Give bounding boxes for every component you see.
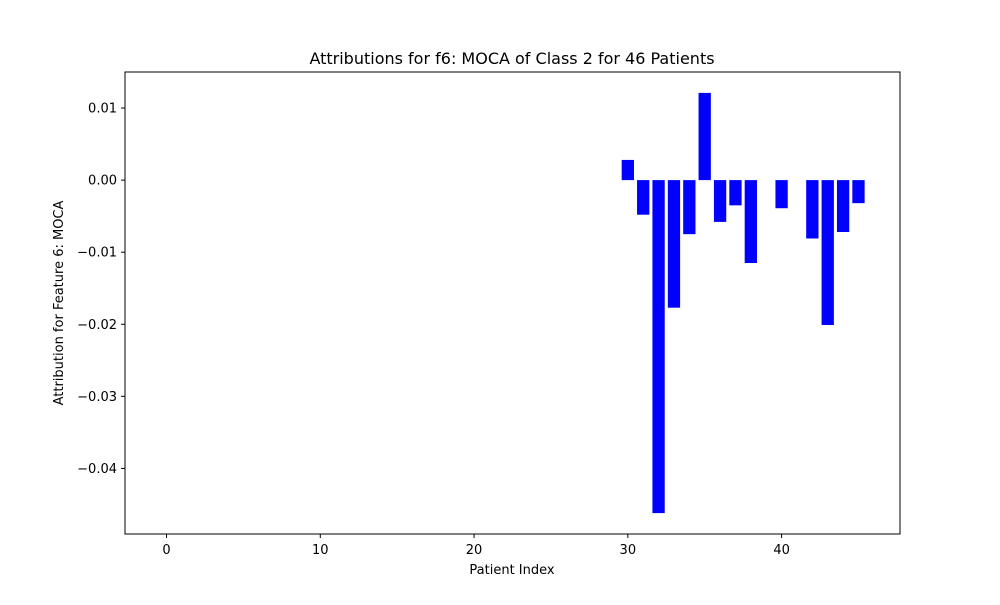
y-axis-ticks: 0.01 0.00 −0.01 −0.02 −0.03 −0.04 (77, 102, 125, 477)
x-tick-label: 0 (162, 543, 170, 558)
x-tick-label: 10 (312, 543, 329, 558)
y-axis-label: Attribution for Feature 6: MOCA (52, 200, 67, 405)
bar-patient-34 (683, 180, 696, 235)
plot-area-frame (124, 71, 901, 535)
bar-patient-45 (852, 180, 865, 204)
bar-patient-33 (667, 180, 681, 308)
y-tick-label: −0.04 (77, 462, 117, 477)
bar-patient-36 (713, 180, 727, 222)
bar-patient-38 (744, 180, 757, 263)
bar-patient-40 (775, 180, 788, 209)
y-tick-label: 0.00 (88, 174, 117, 189)
bar-patient-32 (652, 180, 665, 514)
bars-layer (621, 92, 865, 514)
bar-patient-43 (821, 180, 834, 325)
y-tick-label: 0.01 (88, 102, 117, 117)
chart-title: Attributions for f6: MOCA of Class 2 for… (309, 49, 714, 68)
bar-patient-42 (806, 180, 819, 239)
x-axis-ticks: 0 10 20 30 40 (162, 534, 790, 558)
x-tick-label: 20 (466, 543, 483, 558)
y-tick-label: −0.01 (77, 246, 117, 261)
bar-patient-37 (729, 180, 742, 206)
x-tick-label: 40 (773, 543, 790, 558)
x-axis-label: Patient Index (469, 563, 554, 578)
y-tick-label: −0.03 (77, 390, 117, 405)
y-tick-label: −0.02 (77, 318, 117, 333)
bar-patient-30 (621, 159, 634, 181)
bar-patient-31 (637, 180, 650, 215)
bar-patient-44 (836, 180, 850, 232)
x-tick-label: 30 (620, 543, 637, 558)
bar-patient-35 (698, 92, 711, 181)
